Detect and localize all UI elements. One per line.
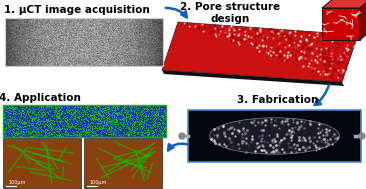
Polygon shape [322,8,360,40]
Circle shape [179,133,185,139]
Bar [188,110,361,162]
Text: 4. Application: 4. Application [0,93,81,103]
Text: 2. Pore structure
design: 2. Pore structure design [180,2,280,24]
Text: 100μm: 100μm [89,180,107,185]
Text: 1. μCT image acquisition: 1. μCT image acquisition [4,5,150,15]
Circle shape [359,133,365,139]
Polygon shape [162,22,358,82]
Bar [84,138,162,188]
Polygon shape [162,70,344,86]
Bar [3,138,81,188]
Text: 3. Fabrication: 3. Fabrication [237,95,319,105]
Polygon shape [322,0,366,8]
Ellipse shape [210,118,339,154]
Bar [5,18,163,66]
Text: 100μm: 100μm [8,180,25,185]
Polygon shape [360,0,366,40]
Bar [3,105,166,137]
